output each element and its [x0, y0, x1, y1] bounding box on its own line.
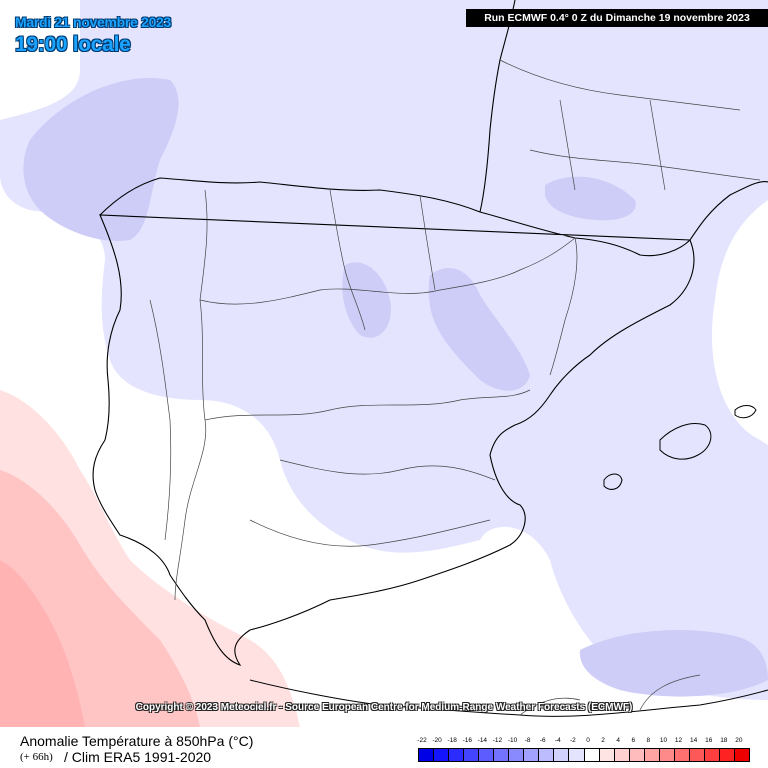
- warm-anomaly-strong-zone: [0, 560, 85, 727]
- scale-label: -8: [524, 737, 531, 744]
- color-scale-legend: -22 -20 -18 -16 -14 -12 -10 -8 -6 -4 -2 0 2 4 6 8 10 12 14…: [417, 737, 750, 765]
- scale-label: 18: [720, 737, 728, 744]
- scale-cell: [419, 749, 435, 761]
- scale-label: 10: [659, 737, 668, 744]
- scale-label: -6: [539, 737, 546, 744]
- scale-cell: [584, 749, 600, 761]
- scale-cell: [659, 749, 675, 761]
- scale-cell: [719, 749, 735, 761]
- scale-label: 14: [690, 737, 698, 744]
- scale-label: -4: [554, 737, 561, 744]
- cold-anomaly-core-center: [342, 262, 391, 338]
- forecast-time: 19:00 locale: [15, 33, 131, 56]
- scale-label: 8: [646, 737, 651, 744]
- scale-label: -12: [492, 737, 503, 744]
- france-coastline: [479, 0, 516, 213]
- scale-label: 2: [601, 737, 605, 744]
- scale-label: 12: [674, 737, 683, 744]
- scale-label: 0: [586, 737, 590, 744]
- scale-cell: [464, 749, 480, 761]
- scale-cell: [629, 749, 645, 761]
- scale-labels: -22 -20 -18 -16 -14 -12 -10 -8 -6 -4 -2 0 2 4 6 8 10 12 14…: [417, 737, 750, 747]
- copyright-notice: Copyright © 2023 Meteociel.fr - Source E…: [135, 702, 633, 713]
- scale-label: -20: [432, 737, 442, 744]
- mallorca-island: [659, 423, 712, 460]
- cold-anomaly-core-atlantic: [23, 78, 179, 241]
- scale-cell: [644, 749, 660, 761]
- scale-cell: [434, 749, 450, 761]
- iberia-coastline: [92, 177, 768, 667]
- scale-cell: [524, 749, 540, 761]
- france-borders: [499, 59, 761, 191]
- model-run-label: Run ECMWF 0.4° 0 Z du Dimanche 19 novemb…: [466, 9, 768, 27]
- scale-cell: [554, 749, 570, 761]
- scale-label: -22: [417, 737, 427, 744]
- ibiza-island: [603, 473, 623, 490]
- scale-cell: [494, 749, 510, 761]
- north-africa-coastline: [249, 679, 768, 717]
- scale-cell: [479, 749, 495, 761]
- scale-bar: [418, 748, 750, 762]
- footer: Anomalie Température à 850hPa (°C) (+ 66…: [0, 727, 768, 768]
- scale-label: -10: [507, 737, 518, 744]
- climatology-label: / Clim ERA5 1991-2020: [64, 749, 212, 765]
- cold-anomaly-core-east: [428, 267, 530, 391]
- scale-label: 6: [631, 737, 636, 744]
- cold-anomaly-zone: [0, 0, 768, 700]
- north-africa-borders: [519, 674, 701, 716]
- scale-label: -16: [462, 737, 472, 744]
- parameter-title: Anomalie Température à 850hPa (°C): [20, 733, 254, 749]
- anomaly-map: [0, 0, 768, 727]
- scale-cell: [674, 749, 690, 761]
- scale-label: 4: [616, 737, 620, 744]
- menorca-island: [734, 405, 757, 419]
- scale-cell: [734, 749, 750, 761]
- scale-cell: [614, 749, 630, 761]
- scale-cell: [449, 749, 465, 761]
- forecast-date: Mardi 21 novembre 2023: [15, 14, 172, 30]
- scale-label: 16: [705, 737, 713, 744]
- scale-label: 20: [735, 737, 743, 744]
- scale-label: -2: [570, 737, 576, 744]
- scale-label: -14: [477, 737, 488, 744]
- lead-time: (+ 66h): [20, 751, 53, 763]
- internal-borders: [149, 189, 578, 601]
- scale-cell: [539, 749, 555, 761]
- cold-anomaly-core-mediterranean: [579, 630, 768, 697]
- cold-anomaly-core-pyrenees: [545, 176, 636, 221]
- scale-label: -18: [447, 737, 457, 744]
- scale-cell: [599, 749, 615, 761]
- scale-cell: [569, 749, 585, 761]
- scale-cell: [509, 749, 525, 761]
- scale-cell: [704, 749, 720, 761]
- scale-cell: [689, 749, 705, 761]
